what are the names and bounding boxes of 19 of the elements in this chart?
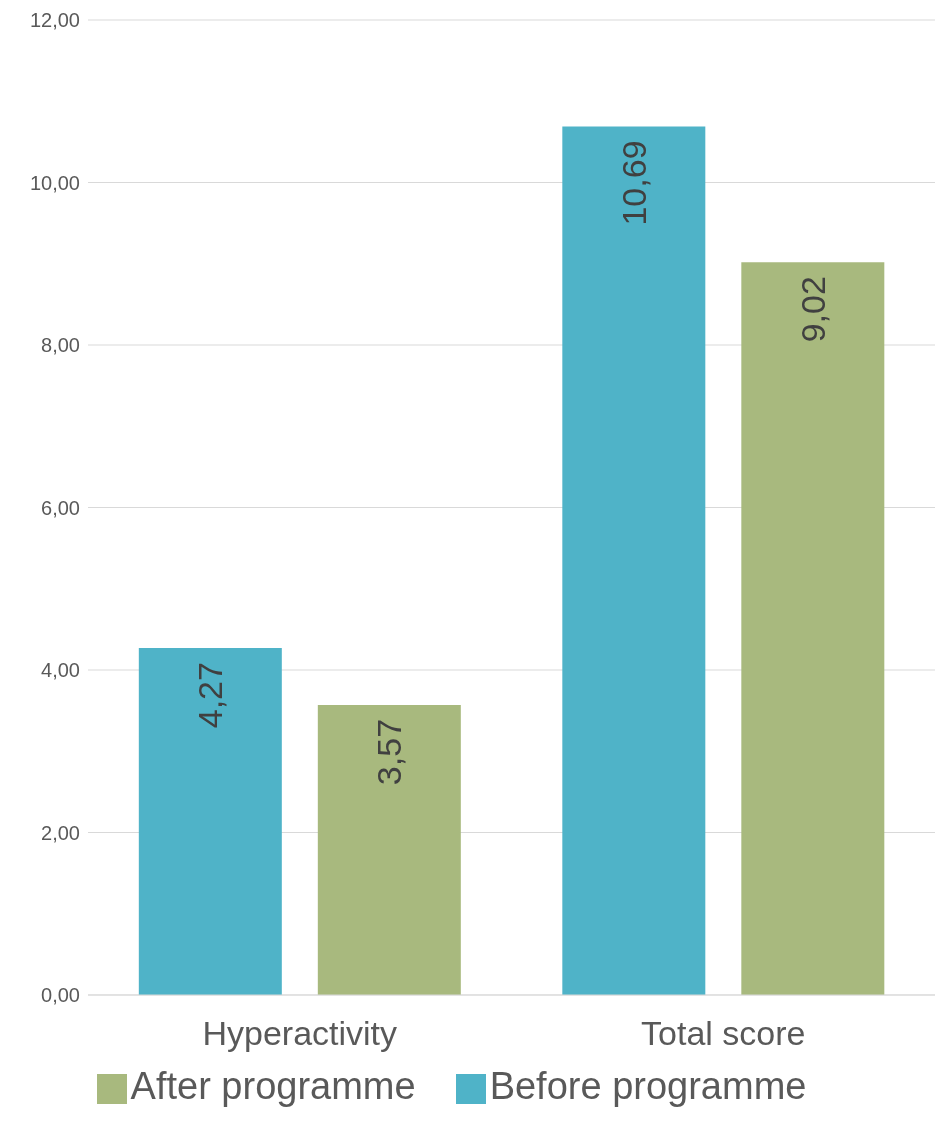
y-tick-label: 12,00 <box>29 9 80 32</box>
data-label: 4,27 <box>191 662 230 729</box>
legend-label: Before programme <box>489 1065 807 1107</box>
bar <box>562 126 706 995</box>
data-label: 3,57 <box>370 718 409 786</box>
y-tick-label: 6,00 <box>41 496 80 519</box>
data-label: 9,02 <box>793 276 832 343</box>
x-tick-label: Hyperactivity <box>202 1014 398 1053</box>
x-tick-label: Total score <box>641 1014 806 1053</box>
bar <box>741 262 885 995</box>
y-tick-label: 4,00 <box>41 659 80 682</box>
bar <box>138 648 282 995</box>
bar <box>317 704 461 995</box>
y-tick-label: 0,00 <box>41 984 80 1007</box>
y-tick-label: 10,00 <box>29 171 80 194</box>
y-tick-label: 2,00 <box>41 821 80 844</box>
legend-label: After programme <box>130 1065 416 1107</box>
y-tick-label: 8,00 <box>41 334 80 357</box>
data-label: 10,69 <box>614 140 653 226</box>
